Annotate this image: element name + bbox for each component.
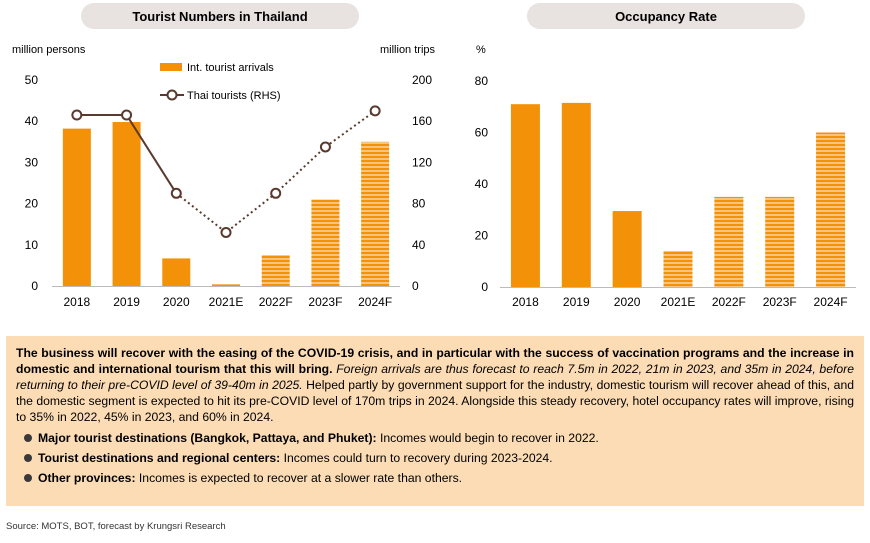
tourist-numbers-chart: million persons million trips 0 10 20 30 40 50 0… xyxy=(12,44,436,309)
bar-occupancy-rate xyxy=(765,196,795,287)
bullet-dot-icon xyxy=(24,434,32,442)
summary-paragraph: The business will recover with the easin… xyxy=(16,345,854,425)
y-tick-label: 60 xyxy=(475,126,489,140)
point-thai-tourists xyxy=(170,187,182,199)
occupancy-rate-chart: % 0 20 40 60 80 2018 2019 2020 2021E 2022F 2023F 202… xyxy=(475,44,856,309)
y-tick-label: 80 xyxy=(475,74,489,88)
left-y-tick-label: 50 xyxy=(25,73,39,87)
bullet-dot-icon xyxy=(24,474,32,482)
point-thai-tourists xyxy=(369,105,381,117)
summary-forecast: Foreign arrivals are thus forecast to re… xyxy=(16,362,854,392)
right-y-tick-label: 200 xyxy=(412,73,432,87)
bar-occupancy-rate xyxy=(816,132,846,287)
summary-box: The business will recover with the easin… xyxy=(6,336,864,506)
bar-int-tourist-arrivals xyxy=(361,141,390,286)
x-tick-label: 2020 xyxy=(614,295,641,309)
point-thai-tourists xyxy=(319,141,331,153)
legend-bar-swatch xyxy=(160,63,182,71)
x-tick-label: 2023F xyxy=(308,295,342,309)
summary-lead: The business will recover with the easin… xyxy=(16,346,854,376)
bullet-heading: Tourist destinations and regional center… xyxy=(38,451,281,465)
right-y-tick-label: 80 xyxy=(412,197,426,211)
bar-occupancy-rate xyxy=(714,196,744,287)
charts-canvas: million persons million trips 0 10 20 30 40 50 0… xyxy=(12,44,856,309)
left-y-tick-label: 40 xyxy=(25,114,39,128)
point-thai-tourists xyxy=(270,187,282,199)
legend-label-int-tourist-arrivals: Int. tourist arrivals xyxy=(187,62,274,74)
point-thai-tourists xyxy=(220,226,232,238)
x-tick-label: 2018 xyxy=(512,295,539,309)
bar-int-tourist-arrivals xyxy=(311,199,340,286)
line-thai-tourists-dashed xyxy=(175,110,376,234)
summary-bullets: Major tourist destinations (Bangkok, Pat… xyxy=(16,430,854,486)
legend-label-thai-tourists: Thai tourists (RHS) xyxy=(187,90,281,102)
bar-occupancy-rate xyxy=(510,104,540,287)
right-y-tick-label: 120 xyxy=(412,155,432,169)
legend-marker-icon xyxy=(166,89,178,101)
bullet-text: Incomes is expected to recover at a slow… xyxy=(135,471,463,485)
bar-int-tourist-arrivals xyxy=(112,122,141,286)
y-tick-label: 20 xyxy=(475,229,489,243)
x-tick-label: 2021E xyxy=(209,295,244,309)
left-y-tick-label: 10 xyxy=(25,238,39,252)
bar-occupancy-rate xyxy=(612,211,642,287)
y-tick-label: 0 xyxy=(481,280,488,294)
x-tick-label: 2022F xyxy=(712,295,746,309)
point-thai-tourists xyxy=(71,109,83,121)
bullet-text: Incomes could turn to recovery during 20… xyxy=(280,451,553,465)
bullet-heading: Other provinces: xyxy=(38,471,136,485)
bar-occupancy-rate xyxy=(663,250,693,287)
bar-occupancy-rate xyxy=(561,102,591,287)
left-y-tick-label: 30 xyxy=(25,155,39,169)
left-y-tick-label: 20 xyxy=(25,197,39,211)
left-y-tick-label: 0 xyxy=(31,279,38,293)
bar-int-tourist-arrivals xyxy=(162,258,191,286)
x-tick-label: 2022F xyxy=(259,295,293,309)
x-tick-label: 2019 xyxy=(113,295,140,309)
bullet-item: Major tourist destinations (Bangkok, Pat… xyxy=(16,430,854,446)
bullet-text: Incomes would begin to recover in 2022. xyxy=(376,431,599,445)
left-chart-title: Tourist Numbers in Thailand xyxy=(81,3,359,29)
x-tick-label: 2021E xyxy=(661,295,696,309)
right-y-tick-label: 0 xyxy=(412,279,419,293)
bullet-item: Other provinces: Incomes is expected to … xyxy=(16,470,854,486)
right-y-tick-label: 160 xyxy=(412,114,432,128)
bar-int-tourist-arrivals xyxy=(212,284,240,286)
source-note: Source: MOTS, BOT, forecast by Krungsri … xyxy=(6,521,226,532)
y-axis-title: % xyxy=(476,44,486,56)
y-tick-label: 40 xyxy=(475,177,489,191)
x-tick-label: 2024F xyxy=(358,295,392,309)
left-y-axis-title: million persons xyxy=(12,44,86,56)
bar-int-tourist-arrivals xyxy=(261,255,290,286)
right-chart-title: Occupancy Rate xyxy=(527,3,805,29)
right-y-tick-label: 40 xyxy=(412,238,426,252)
x-tick-label: 2024F xyxy=(814,295,848,309)
x-tick-label: 2020 xyxy=(163,295,190,309)
bullet-heading: Major tourist destinations (Bangkok, Pat… xyxy=(38,431,377,445)
bar-int-tourist-arrivals xyxy=(62,128,91,286)
x-tick-label: 2018 xyxy=(64,295,91,309)
summary-rest: Helped partly by government support for … xyxy=(16,378,854,424)
bullet-dot-icon xyxy=(24,454,32,462)
x-tick-label: 2019 xyxy=(563,295,590,309)
bullet-item: Tourist destinations and regional center… xyxy=(16,450,854,466)
x-tick-label: 2023F xyxy=(763,295,797,309)
right-y-axis-title: million trips xyxy=(380,44,436,56)
point-thai-tourists xyxy=(121,109,133,121)
